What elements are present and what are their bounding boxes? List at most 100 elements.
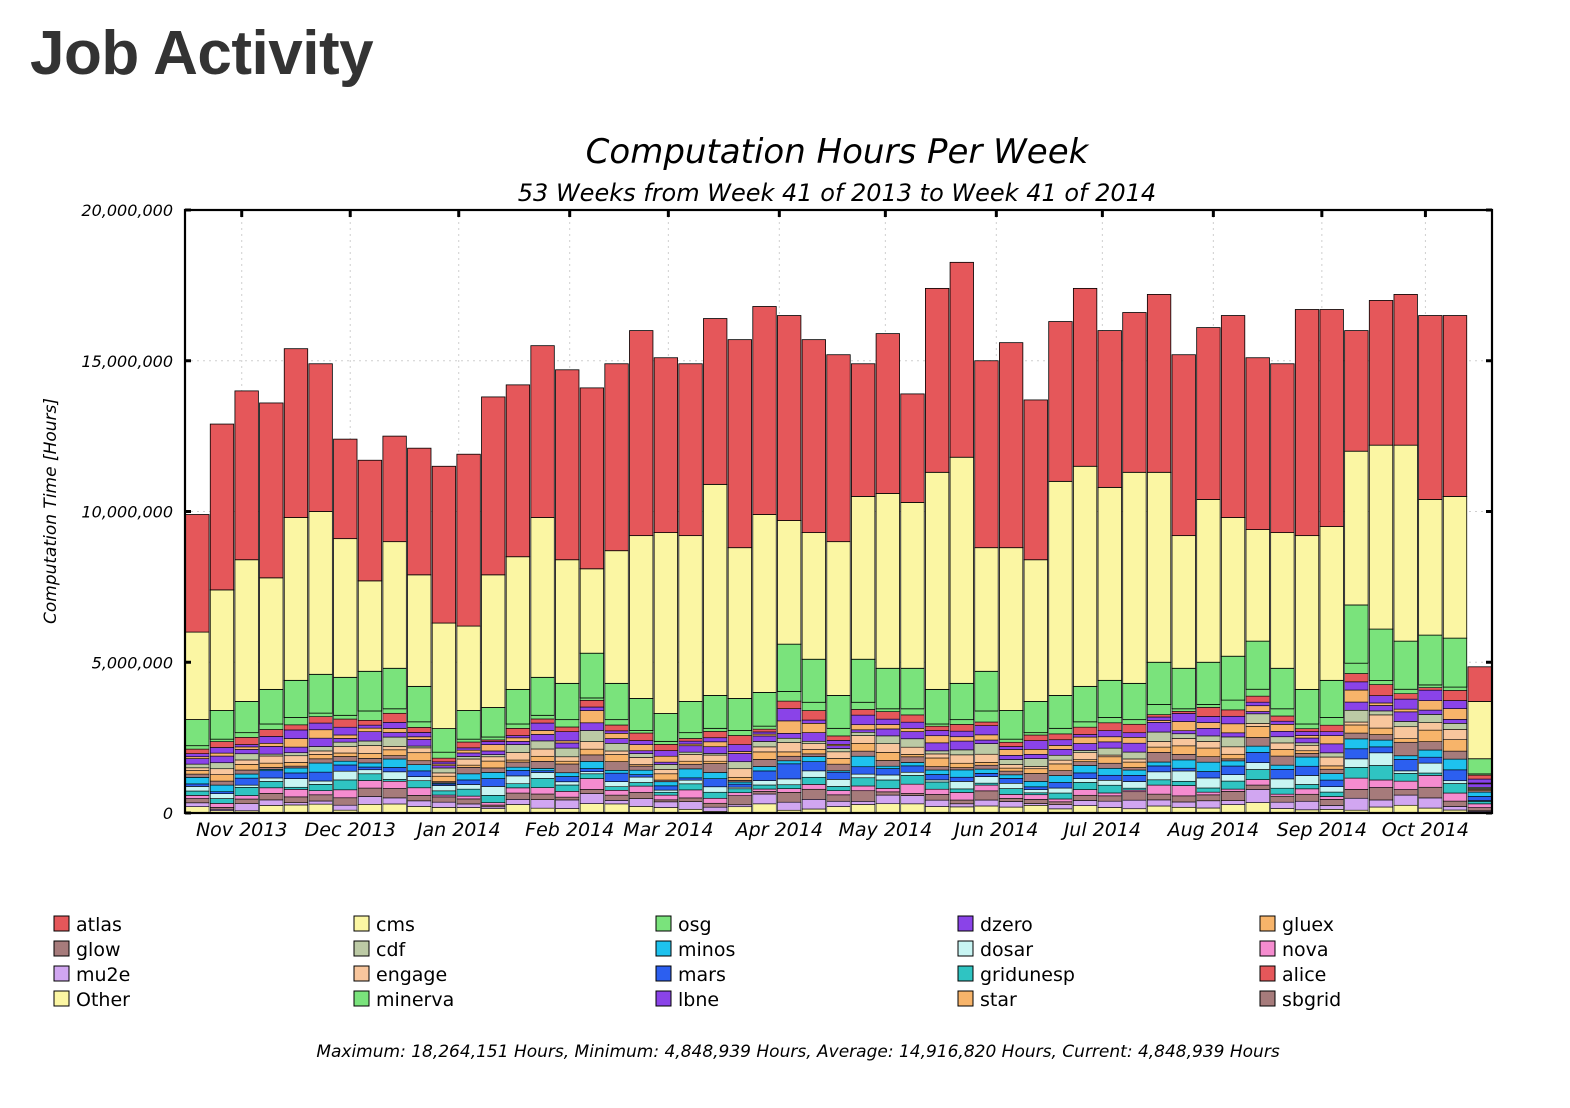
seg-nova-31 [925,788,950,795]
seg-gluex-4 [259,742,284,747]
seg-mars-22 [703,778,728,788]
seg-osg-17 [579,652,605,699]
seg-dzero-11 [431,761,456,765]
seg-mu2e-12 [456,803,481,808]
seg-dzero-43 [1221,715,1246,725]
seg-osg-36 [1048,695,1073,729]
week-bar-25 [777,315,802,814]
seg-cdf-41 [1171,733,1196,739]
seg-minos-40 [1147,761,1172,767]
seg-minos-52 [1442,758,1468,771]
seg-dosar-19 [629,776,654,783]
seg-gluex-9 [382,728,407,733]
seg-dzero-17 [579,706,604,711]
seg-gridunesp-19 [629,782,654,787]
seg-mu2e-14 [505,799,530,805]
seg-engage-16 [555,756,580,762]
seg-mars-6 [308,771,333,782]
seg-dzero-23 [727,744,752,752]
seg-Other-4 [259,805,284,814]
seg-glow-3 [234,798,259,805]
seg-mu2e-21 [678,801,703,810]
seg-cms-38 [1097,486,1122,681]
seg-nova-45 [1270,793,1295,797]
week-bar-28 [851,363,876,814]
seg-cms-9 [382,541,407,669]
seg-cdf-3 [234,753,259,761]
seg-gridunesp-28 [851,777,876,787]
seg-glow-8 [357,787,382,797]
bars [185,261,1492,814]
seg-mars-53 [1467,796,1492,801]
seg-glow-4 [259,793,284,801]
seg-glow-27 [826,794,851,802]
seg-gluex-18 [604,733,629,739]
seg-Other-43 [1221,804,1246,814]
seg-minos-19 [629,769,654,775]
seg-cdf-18 [604,743,629,752]
seg-mars-36 [1048,782,1073,789]
seg-minerva-51 [1418,684,1443,688]
seg-cdf-11 [431,767,456,774]
seg-star-27 [826,758,851,765]
seg-minos-51 [1418,749,1443,758]
seg-cms-42 [1196,499,1221,663]
seg-nova-9 [382,780,407,789]
seg-cms-21 [678,535,703,702]
seg-glow-5 [283,796,309,803]
seg-mu2e-27 [826,800,851,807]
seg-mars-23 [727,783,752,788]
seg-dosar-7 [333,770,358,781]
seg-gridunesp-20 [653,791,678,796]
seg-mu2e-15 [530,799,555,809]
seg-engage-11 [431,772,456,777]
seg-gridunesp-10 [407,780,432,789]
seg-minos-21 [678,768,703,779]
seg-alice-51 [1418,687,1443,691]
seg-minos-35 [1023,781,1048,788]
seg-gridunesp-14 [505,783,530,789]
seg-sbgrid-19 [629,765,654,771]
seg-gridunesp-49 [1368,765,1394,781]
seg-minerva-5 [283,717,309,726]
seg-sbgrid-35 [1023,773,1048,782]
seg-sbgrid-2 [209,780,235,786]
seg-alice-31 [925,725,950,731]
seg-mars-12 [456,779,481,785]
seg-nova-43 [1221,788,1246,792]
seg-nova-33 [974,784,999,792]
seg-gluex-30 [900,728,925,732]
week-bar-11 [431,465,457,814]
seg-dzero-10 [407,732,432,738]
seg-dosar-33 [974,776,999,784]
seg-mars-18 [604,772,629,782]
seg-cdf-33 [974,743,999,755]
week-bar-41 [1171,354,1196,814]
seg-engage-49 [1368,714,1394,729]
seg-osg-16 [555,682,580,721]
seg-cms-10 [407,574,432,687]
seg-gluex-39 [1122,736,1147,744]
seg-dzero-50 [1393,698,1418,710]
seg-star-2 [209,774,235,782]
seg-atlas-31 [925,287,950,473]
seg-cms-40 [1146,471,1172,663]
week-bar-13 [481,396,506,814]
seg-dosar-40 [1147,771,1172,781]
seg-alice-6 [308,716,333,724]
seg-star-37 [1073,759,1098,763]
seg-mars-38 [1097,774,1122,781]
seg-nova-12 [456,795,481,800]
seg-glow-24 [752,791,777,795]
seg-osg-29 [875,667,900,710]
seg-dosar-22 [703,786,728,793]
seg-lbne-16 [555,742,580,749]
seg-star-12 [456,764,481,768]
seg-gluex-10 [407,736,432,740]
seg-alice-21 [678,738,703,742]
seg-glow-25 [777,792,802,803]
seg-cms-52 [1442,496,1468,639]
seg-engage-23 [727,768,752,778]
seg-dzero-13 [481,741,506,745]
seg-cdf-47 [1319,752,1344,758]
